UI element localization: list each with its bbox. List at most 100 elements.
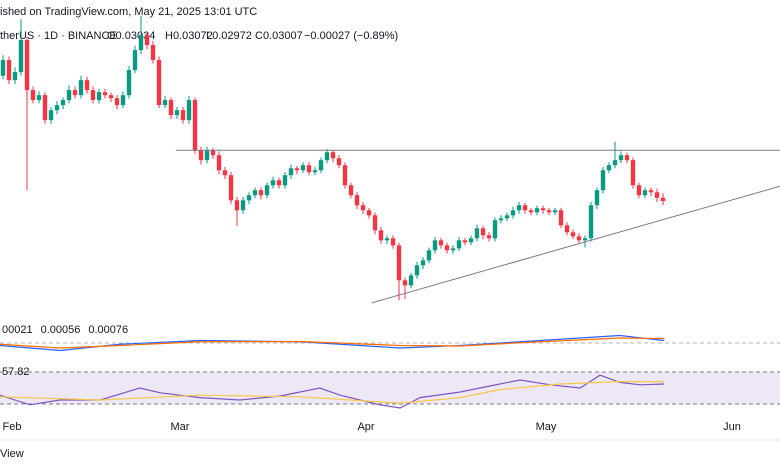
- candle-body: [372, 215, 378, 231]
- candle-body: [612, 160, 618, 166]
- candle-body: [582, 238, 588, 241]
- candle-body: [624, 155, 630, 161]
- candle-body: [426, 250, 432, 261]
- indicator-line: [0, 381, 665, 404]
- candle-body: [366, 210, 372, 216]
- candle-body: [222, 170, 228, 176]
- candle-body: [90, 90, 96, 101]
- candle-body: [30, 90, 36, 101]
- candle-body: [318, 160, 324, 171]
- indicator-label: 0.00056: [41, 324, 81, 336]
- candle-body: [0, 60, 6, 76]
- indicator-label: 0.00076: [88, 324, 128, 336]
- candle-body: [108, 95, 114, 99]
- ohlc-label: C0.03007: [255, 30, 303, 42]
- candle-body: [336, 158, 342, 166]
- candle-body: [234, 200, 240, 211]
- candle-body: [528, 210, 534, 213]
- candle-body: [474, 228, 480, 239]
- symbol-title: therUS · 1D · BINANCE: [0, 30, 117, 42]
- candle-body: [144, 35, 150, 46]
- candle-body: [48, 110, 54, 121]
- publish-note: ished on TradingView.com, May 21, 2025 1…: [0, 6, 257, 18]
- ohlc-label: H0.03072: [165, 30, 213, 42]
- candle-body: [456, 240, 462, 249]
- indicator-label: 57.82: [2, 366, 30, 378]
- indicator-label: 00021: [2, 324, 33, 336]
- candle-body: [162, 100, 168, 106]
- candle-body: [180, 110, 186, 121]
- candle-body: [420, 260, 426, 266]
- x-tick-label: Mar: [171, 421, 190, 433]
- candle-body: [654, 192, 660, 198]
- candle-body: [42, 95, 48, 121]
- candle-body: [270, 180, 276, 186]
- candle-body: [438, 240, 444, 246]
- x-tick-label: Jun: [723, 421, 741, 433]
- candle-body: [492, 220, 498, 239]
- ohlc-label: −0.00027 (−0.89%): [304, 30, 398, 42]
- candle-body: [186, 100, 192, 121]
- candle-body: [546, 210, 552, 213]
- candle-body: [522, 205, 528, 211]
- candle-body: [282, 175, 288, 186]
- candle-body: [114, 98, 120, 106]
- candle-body: [378, 230, 384, 241]
- candle-body: [72, 90, 78, 96]
- indicator-line: [0, 337, 665, 349]
- candle-body: [510, 210, 516, 216]
- candle-body: [606, 165, 612, 171]
- candle-body: [414, 265, 420, 276]
- candle-body: [120, 95, 126, 106]
- candle-body: [594, 190, 600, 206]
- indicator-line: [0, 374, 665, 409]
- candle-body: [324, 152, 330, 161]
- candle-body: [516, 205, 522, 211]
- candle-body: [210, 150, 216, 156]
- candle-body: [564, 225, 570, 233]
- candle-body: [78, 80, 84, 96]
- candle-body: [360, 205, 366, 211]
- candle-body: [300, 165, 306, 171]
- candle-body: [66, 90, 72, 101]
- candle-body: [342, 165, 348, 186]
- candle-body: [468, 238, 474, 243]
- candle-body: [264, 185, 270, 196]
- candle-body: [384, 238, 390, 241]
- candle-body: [246, 195, 252, 201]
- candle-body: [576, 236, 582, 241]
- candle-body: [216, 155, 222, 171]
- candle-body: [228, 175, 234, 201]
- candle-body: [126, 70, 132, 96]
- candle-body: [240, 200, 246, 211]
- candle-body: [354, 195, 360, 206]
- candle-body: [588, 205, 594, 239]
- candle-body: [630, 160, 636, 186]
- x-tick-label: Apr: [357, 421, 374, 433]
- candle-body: [570, 232, 576, 237]
- candle-body: [636, 185, 642, 196]
- candle-body: [258, 190, 264, 196]
- candle-body: [288, 168, 294, 176]
- candle-body: [6, 60, 12, 81]
- candle-body: [444, 245, 450, 251]
- candle-body: [432, 240, 438, 251]
- candle-body: [486, 235, 492, 239]
- candle-body: [54, 105, 60, 111]
- footer: View: [0, 448, 24, 460]
- candle-body: [276, 180, 282, 186]
- x-tick-label: Feb: [3, 421, 22, 433]
- candle-body: [306, 165, 312, 173]
- candle-body: [480, 228, 486, 236]
- candle-body: [150, 45, 156, 61]
- candle-body: [552, 210, 558, 213]
- candle-body: [60, 100, 66, 106]
- candle-body: [648, 190, 654, 193]
- candle-body: [174, 110, 180, 116]
- candle-body: [168, 100, 174, 116]
- candle-body: [252, 190, 258, 196]
- candle-body: [540, 208, 546, 211]
- candle-body: [390, 238, 396, 246]
- candle-body: [294, 168, 300, 171]
